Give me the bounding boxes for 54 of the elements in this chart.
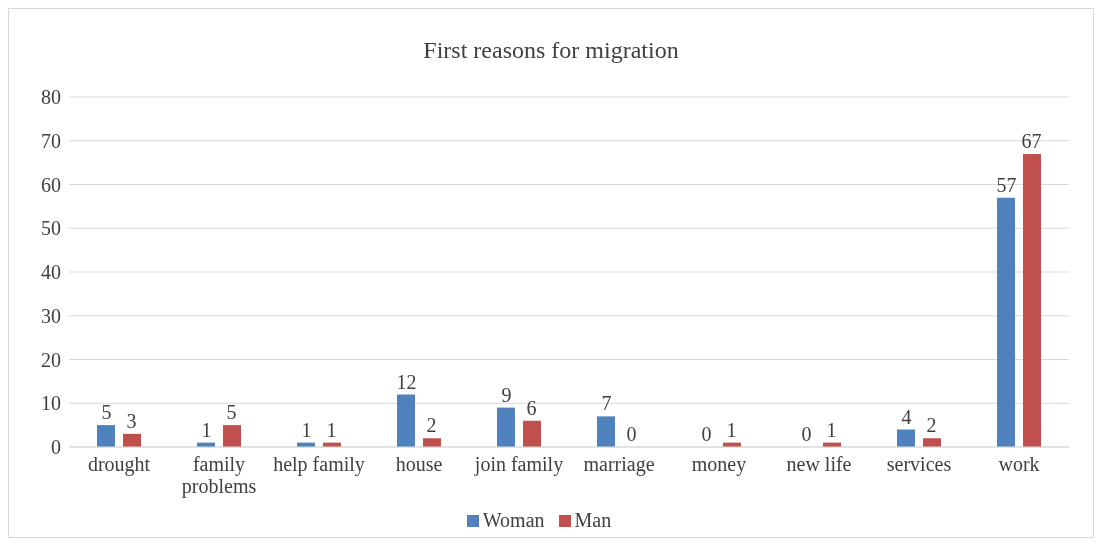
legend-label: Woman [481,509,545,532]
data-label: 6 [526,396,537,419]
bar [897,429,915,447]
data-label: 67 [1021,129,1042,152]
data-label: 0 [801,423,812,445]
bar [397,394,415,447]
bar [1023,153,1041,447]
y-tick-label: 30 [41,304,61,327]
data-label: 5 [226,401,237,424]
data-label: 2 [426,414,437,437]
data-label: 4 [901,405,912,428]
data-label: 0 [701,423,712,445]
x-tick-label: help family [273,453,365,476]
bar [923,438,941,447]
x-tick-label: new life [786,453,852,475]
data-label: 1 [726,418,737,441]
data-label: 2 [926,414,937,437]
x-tick-label: join family [473,453,564,476]
data-label: 57 [996,173,1017,196]
data-label: 1 [301,418,312,441]
y-tick-label: 70 [41,129,61,152]
x-tick-label: work [998,453,1040,475]
data-label: 0 [626,423,637,445]
x-tick-label: marriage [583,453,655,476]
bar [97,425,115,447]
bar [497,407,515,447]
data-label: 1 [326,418,337,441]
y-tick-label: 20 [41,348,61,371]
data-label: 1 [201,418,212,441]
data-label: 3 [126,409,137,432]
x-tick-label: family problems [181,453,257,498]
y-tick-label: 50 [41,217,61,240]
y-tick-label: 60 [41,173,61,196]
bar [597,416,615,447]
y-tick-label: 40 [41,261,61,284]
bar [223,425,241,447]
chart-title: First reasons for migration [422,36,680,65]
x-tick-label: services [886,453,952,475]
bar [523,420,541,447]
data-label: 7 [601,392,612,415]
y-tick-label: 0 [51,436,61,459]
x-tick-label: house [395,453,443,475]
data-label: 1 [826,418,837,441]
x-tick-label: money [691,453,747,476]
y-tick-label: 80 [41,86,61,109]
legend-label: Man [573,509,612,532]
data-label: 5 [101,401,112,424]
x-tick-label: drought [87,453,151,476]
bar [997,197,1015,447]
y-tick-label: 10 [41,392,61,415]
bar [123,433,141,447]
data-label: 12 [396,370,417,393]
data-label: 9 [501,383,512,406]
bar [423,438,441,447]
